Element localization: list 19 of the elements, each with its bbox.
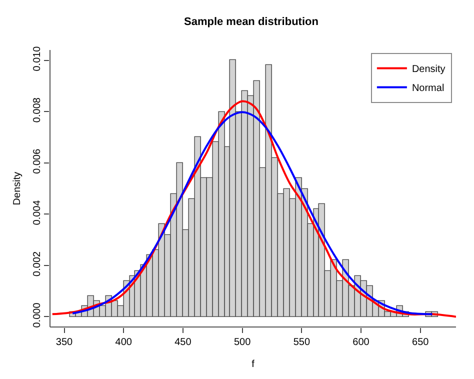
y-tick-label: 0.008 (32, 97, 43, 123)
y-axis-title: Density (12, 172, 23, 206)
x-tick-label: 650 (412, 337, 430, 348)
y-tick-label: 0.004 (32, 200, 43, 226)
x-tick-label: 450 (174, 337, 192, 348)
x-axis-title: f (252, 359, 255, 370)
y-tick-label: 0.000 (32, 302, 43, 328)
y-tick-label: 0.002 (32, 250, 43, 276)
x-tick-label: 550 (293, 337, 310, 348)
legend-label: Normal (412, 83, 444, 94)
y-tick-label: 0.006 (32, 148, 43, 174)
chart-title: Sample mean distribution (184, 16, 319, 28)
line-series (51, 100, 456, 318)
x-tick-label: 500 (234, 337, 252, 348)
x-tick-label: 350 (56, 337, 74, 348)
x-tick-label: 600 (352, 337, 370, 348)
y-tick-label: 0.010 (32, 46, 43, 72)
x-tick-label: 400 (115, 337, 132, 348)
legend-label: Density (412, 64, 446, 76)
